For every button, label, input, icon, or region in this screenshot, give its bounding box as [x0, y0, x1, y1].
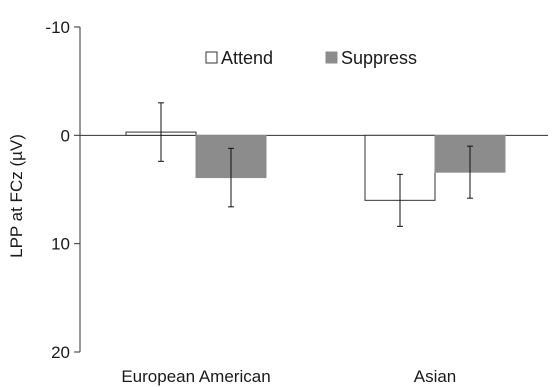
bars	[125, 102, 506, 227]
legend-swatch-suppress	[325, 51, 338, 64]
y-tick-label: 10	[51, 235, 70, 254]
legend-label-attend: Attend	[221, 48, 273, 68]
category-label: European American	[121, 367, 270, 386]
y-axis-ticks: -10 0 10 20	[45, 18, 80, 362]
category-label: Asian	[414, 367, 457, 386]
y-tick-label: -10	[45, 18, 70, 37]
y-tick-label: 0	[61, 126, 70, 145]
legend-label-suppress: Suppress	[341, 48, 417, 68]
y-axis-label: LPP at FCz (µV)	[7, 134, 26, 258]
y-tick-label: 20	[51, 343, 70, 362]
legend: Attend Suppress	[205, 48, 417, 68]
legend-swatch-attend	[205, 51, 218, 64]
category-labels: European American Asian	[121, 367, 456, 386]
